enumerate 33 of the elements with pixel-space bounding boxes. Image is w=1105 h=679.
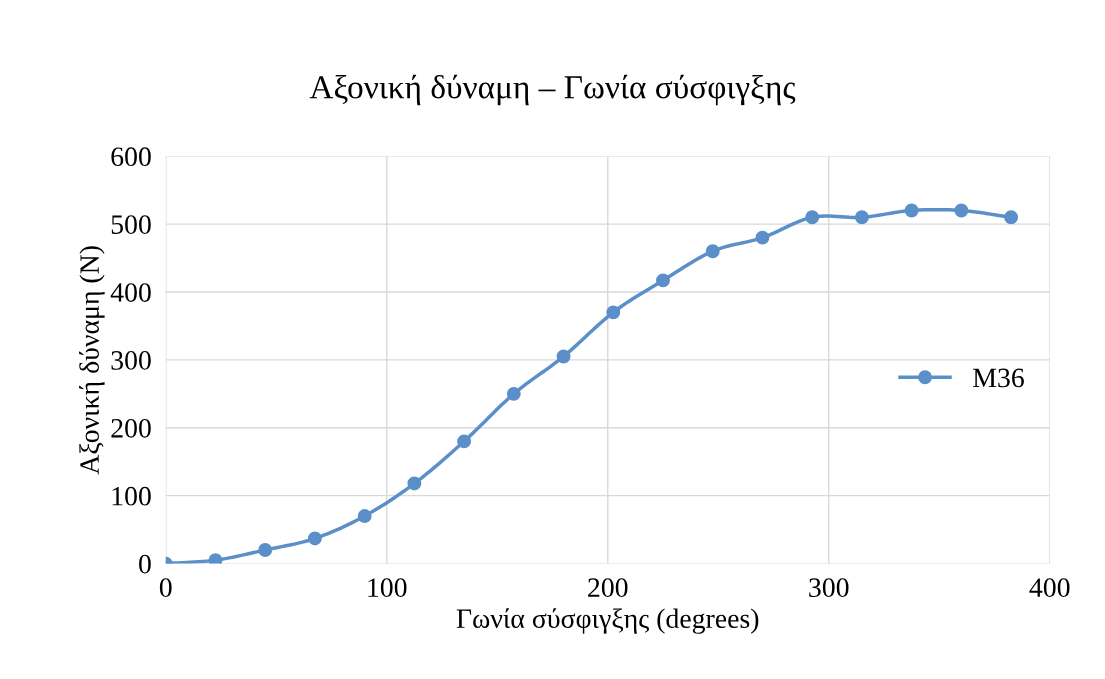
point: [407, 476, 422, 491]
x-tick-label: 400: [1029, 578, 1070, 598]
y-tick-label: 500: [111, 215, 151, 234]
point: [1004, 210, 1019, 225]
x-tick-label: 0: [159, 578, 172, 598]
y-tick-label: 300: [111, 351, 151, 370]
point: [954, 203, 969, 218]
y-tick-label: 600: [111, 147, 151, 167]
point: [755, 230, 770, 245]
point: [208, 553, 223, 564]
y-tick-label: 100: [112, 486, 151, 506]
x-tick-label: 100: [368, 578, 407, 598]
point: [506, 386, 521, 401]
point: [854, 210, 869, 225]
point: [904, 203, 919, 218]
point: [258, 543, 273, 557]
point: [705, 244, 720, 259]
chart-title: Αξονική δύναμη – Γωνία σύσφιγξης: [309, 74, 796, 106]
point: [556, 349, 571, 364]
x-axis-title: Γωνία σύσφιγξης (degrees): [456, 608, 759, 634]
point: [606, 305, 621, 320]
x-tick-label: 200: [588, 578, 628, 598]
point: [805, 210, 820, 225]
x-tick-label: 300: [809, 578, 849, 598]
y-axis-title: Αξονική δύναμη (N): [79, 246, 105, 475]
y-tick-label: 0: [139, 554, 151, 574]
point: [307, 531, 322, 546]
point: [656, 273, 670, 288]
y-tick-label: 200: [111, 418, 151, 438]
y-tick-label: 400: [110, 283, 151, 302]
point: [457, 434, 472, 449]
point: [357, 509, 372, 523]
legend-label: M36: [973, 368, 1024, 388]
